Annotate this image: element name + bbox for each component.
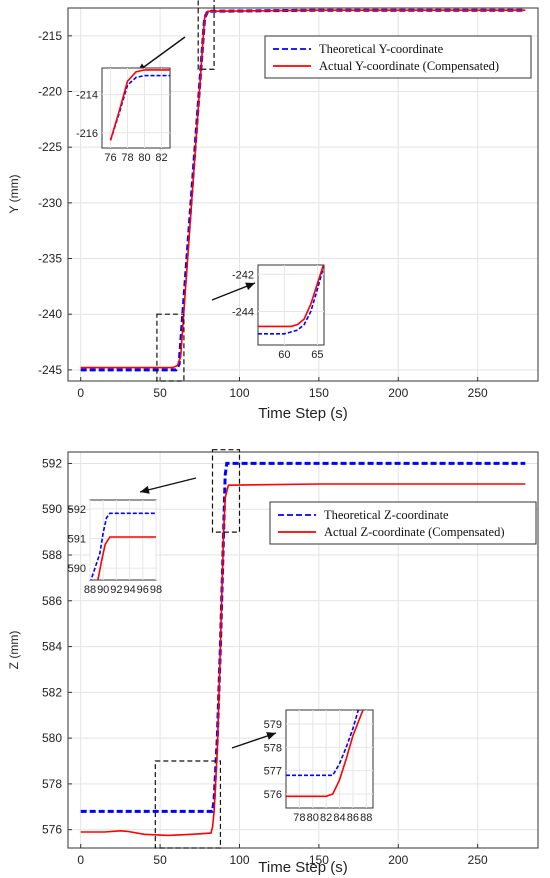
inset-actual-line: [97, 536, 156, 580]
inset-x-tick-label: 86: [347, 812, 359, 824]
zoom-arrowhead: [245, 282, 255, 291]
inset-x-tick-label: 88: [84, 584, 96, 596]
inset-y-tick-label: 590: [68, 563, 86, 575]
x-tick-label: 50: [153, 853, 167, 867]
zoom-region-box: [197, 0, 215, 70]
inset-x-tick-label: 98: [150, 584, 162, 596]
inset-y-tick-label: 578: [264, 742, 282, 754]
legend-label: Theoretical Y-coordinate: [319, 42, 444, 56]
y-tick-label: -235: [38, 252, 62, 266]
x-tick-label: 250: [468, 386, 488, 400]
y-tick-label: -230: [38, 196, 62, 210]
inset-frame: [285, 709, 374, 809]
y-tick-label: -220: [38, 85, 62, 99]
inset-x-tick-label: 60: [278, 349, 290, 361]
y-tick-label: 578: [42, 777, 62, 791]
inset-theoretical-line: [258, 265, 324, 335]
legend-box: [264, 35, 532, 79]
inset-plot: 88 90 92 94 96 98 592 591 590: [68, 499, 162, 596]
inset-actual-line: [258, 265, 324, 328]
inset-y-tick-label: 592: [68, 504, 86, 516]
inset-x-tick-label: 88: [360, 812, 372, 824]
inset-y-tick-label: 591: [68, 534, 86, 546]
inset-x-tick-label: 80: [307, 812, 319, 824]
inset-x-tick-label: 90: [97, 584, 109, 596]
x-tick-label: 200: [388, 853, 408, 867]
inset-x-tick-label: 94: [123, 584, 135, 596]
zoom-region-box: [156, 313, 185, 382]
x-tick-label: 200: [388, 386, 408, 400]
actual-series-line: [80, 483, 526, 837]
inset-frame: [101, 67, 171, 149]
x-tick-label: 100: [229, 386, 249, 400]
zoom-arrowhead: [266, 732, 276, 740]
y-axis-label: Y (mm): [7, 174, 21, 213]
inset-actual-line: [286, 710, 364, 798]
inset-x-tick-label: 80: [138, 152, 150, 164]
inset-x-tick-label: 76: [104, 152, 116, 164]
y-axis-label: Z (mm): [7, 631, 21, 670]
inset-theoretical-line: [286, 710, 360, 777]
y-tick-label: 584: [42, 640, 62, 654]
actual-series-line: [80, 9, 526, 369]
inset-plot: 78 80 82 84 86 88 579 578 577 576: [264, 709, 374, 824]
theoretical-series-line: [80, 461, 526, 813]
x-tick-label: 250: [468, 853, 488, 867]
y-tick-label: -240: [38, 307, 62, 321]
y-tick-label: 576: [42, 823, 62, 837]
inset-plot: 60 65 -242 -244: [232, 264, 325, 361]
inset-theoretical-line: [90, 512, 156, 580]
x-tick-label: 100: [229, 853, 249, 867]
inset-plot: 76 78 80 82 -214 -216: [76, 67, 171, 164]
zoom-arrow: [139, 477, 197, 493]
y-tick-label: 582: [42, 685, 62, 699]
y-tick-label: -225: [38, 140, 62, 154]
x-tick-label: 50: [153, 386, 167, 400]
zoom-arrow: [136, 36, 186, 73]
x-axis-label: Time Step (s): [258, 859, 347, 876]
inset-x-tick-label: 65: [311, 349, 323, 361]
zoom-region-box: [211, 449, 241, 533]
y-tick-label: 580: [42, 731, 62, 745]
chart-z-coordinate: 0 50 100 150 200 250 592 590 588 586 584 582 580 578 5…: [7, 449, 539, 876]
zoom-region-box: [154, 760, 222, 849]
y-tick-label: 588: [42, 548, 62, 562]
inset-x-tick-label: 96: [137, 584, 149, 596]
y-tick-label: -245: [38, 363, 62, 377]
y-tick-label: 590: [42, 502, 62, 516]
x-tick-label: 0: [77, 386, 84, 400]
zoom-arrowhead: [140, 485, 150, 494]
x-tick-label: 150: [309, 853, 329, 867]
legend-label: Actual Y-coordinate (Compensated): [319, 59, 499, 73]
chart-y-coordinate: 0 50 100 150 200 250 -215 -220 -225 -230 -235 -240 -…: [7, 0, 539, 422]
x-tick-label: 150: [309, 386, 329, 400]
inset-theoretical-line: [109, 74, 170, 141]
inset-x-tick-label: 82: [320, 812, 332, 824]
inset-actual-line: [109, 69, 170, 141]
legend-label: Actual Z-coordinate (Compensated): [324, 525, 505, 539]
legend-box: [269, 501, 537, 545]
x-axis-label: Time Step (s): [258, 405, 347, 422]
inset-y-tick-label: -216: [76, 128, 98, 140]
inset-y-tick-label: 577: [264, 766, 282, 778]
inset-x-tick-label: 78: [121, 152, 133, 164]
inset-y-tick-label: 579: [264, 719, 282, 731]
inset-y-tick-label: -242: [232, 269, 254, 281]
y-tick-label: 592: [42, 456, 62, 470]
inset-x-tick-label: 78: [293, 812, 305, 824]
inset-y-tick-label: -214: [76, 90, 98, 102]
x-tick-label: 0: [77, 853, 84, 867]
inset-y-tick-label: 576: [264, 789, 282, 801]
inset-x-tick-label: 84: [333, 812, 345, 824]
inset-y-tick-label: -244: [232, 307, 254, 319]
y-tick-label: 586: [42, 594, 62, 608]
inset-x-tick-label: 92: [110, 584, 122, 596]
inset-x-tick-label: 82: [155, 152, 167, 164]
y-tick-label: -215: [38, 29, 62, 43]
legend-label: Theoretical Z-coordinate: [324, 508, 449, 522]
